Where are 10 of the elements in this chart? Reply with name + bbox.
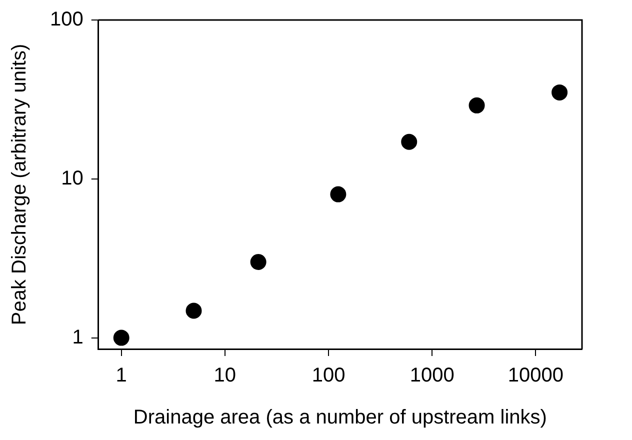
x-tick-label: 100 bbox=[312, 364, 346, 387]
x-axis-title: Drainage area (as a number of upstream links) bbox=[133, 406, 547, 429]
x-tick-label: 1000 bbox=[410, 364, 454, 387]
y-tick-label: 1 bbox=[72, 326, 84, 348]
x-tick-label: 1 bbox=[116, 364, 127, 387]
y-axis-title: Peak Discharge (arbitrary units) bbox=[8, 44, 31, 326]
x-tick-label: 10 bbox=[214, 364, 236, 387]
x-tick-label: 10000 bbox=[508, 364, 564, 387]
y-tick-label: 10 bbox=[61, 167, 84, 190]
y-tick-label: 100 bbox=[50, 8, 84, 31]
